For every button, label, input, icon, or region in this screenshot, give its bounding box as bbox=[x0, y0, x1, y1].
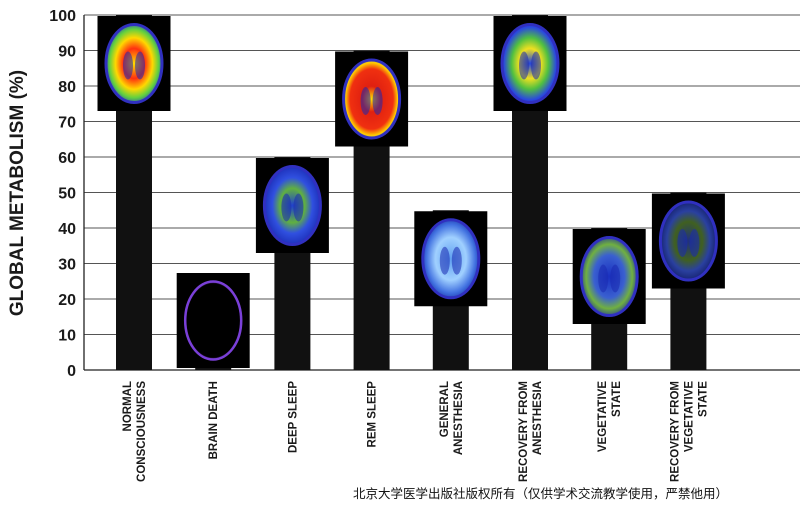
x-category-label: RECOVERY FROM bbox=[518, 381, 530, 482]
x-category-label: STATE bbox=[697, 381, 709, 417]
x-category-label: DEEP SLEEP bbox=[287, 381, 299, 453]
y-tick-label: 10 bbox=[58, 328, 76, 345]
y-tick-label: 20 bbox=[58, 292, 76, 309]
x-category-label: CONSCIOUSNESS bbox=[136, 381, 148, 482]
brain-scan-image bbox=[651, 193, 725, 289]
y-axis-ticks: 0 10 20 30 40 50 60 70 80 90 100 bbox=[49, 8, 76, 380]
x-category-label: RECOVERY FROM bbox=[669, 381, 681, 482]
y-axis-label: GLOBAL METABOLISM (%) bbox=[7, 70, 28, 316]
x-category-label: ANESTHESIA bbox=[453, 381, 465, 455]
x-category-label: GENERAL bbox=[439, 381, 451, 437]
y-tick-label: 0 bbox=[67, 363, 76, 380]
x-category-label: ANESTHESIA bbox=[532, 381, 544, 455]
brain-scan-image bbox=[97, 16, 171, 111]
brain-scan-image bbox=[414, 211, 488, 307]
y-tick-label: 70 bbox=[58, 115, 76, 132]
y-tick-label: 60 bbox=[58, 150, 76, 167]
brain-scan-image bbox=[493, 16, 567, 111]
y-tick-label: 50 bbox=[58, 186, 76, 203]
brain-scan-image bbox=[335, 51, 409, 147]
x-category-label: REM SLEEP bbox=[367, 381, 379, 448]
y-tick-label: 90 bbox=[58, 44, 76, 61]
brain-scan-image bbox=[255, 158, 329, 253]
x-category-label: VEGETATIVE bbox=[683, 381, 695, 452]
brain-scans bbox=[97, 16, 725, 368]
x-category-label: BRAIN DEATH bbox=[208, 381, 220, 459]
y-tick-label: 80 bbox=[58, 79, 76, 96]
x-category-label: VEGETATIVE bbox=[597, 381, 609, 452]
brain-scan-image bbox=[176, 273, 250, 368]
x-category-label: STATE bbox=[611, 381, 623, 417]
y-tick-label: 100 bbox=[49, 8, 76, 25]
x-axis-categories: NORMAL CONSCIOUSNESS BRAIN DEATH DEEP SLEEP… bbox=[122, 381, 709, 482]
watermark: 北京大学医学出版社版权所有（仅供学术交流教学使用，严禁他用） bbox=[353, 486, 729, 501]
brain-scan-image bbox=[572, 229, 646, 324]
y-tick-label: 30 bbox=[58, 257, 76, 274]
y-tick-label: 40 bbox=[58, 221, 76, 238]
x-category-label: NORMAL bbox=[122, 381, 134, 431]
